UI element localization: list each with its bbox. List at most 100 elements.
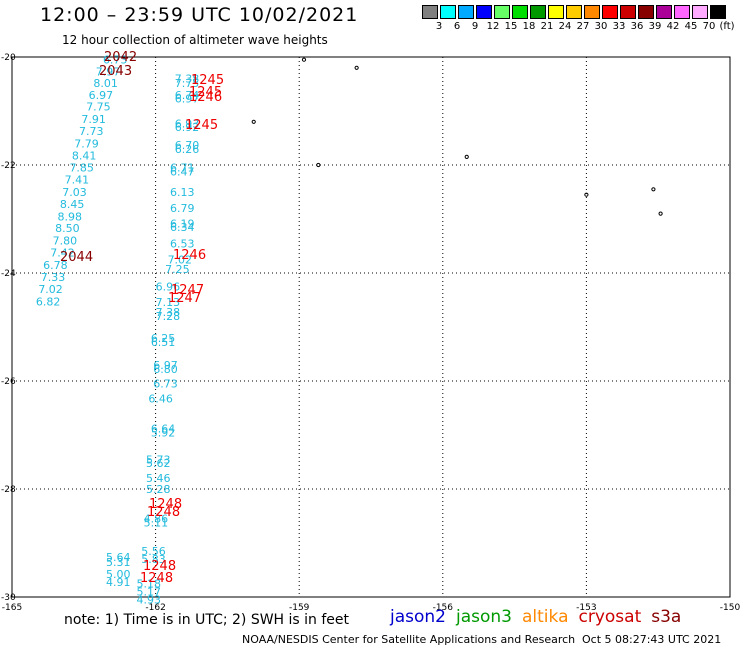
credit-line: NOAA/NESDIS Center for Satellite Applica… <box>242 633 576 646</box>
legend-swatch <box>548 5 564 19</box>
wave-height-label: 7.28 <box>156 310 181 323</box>
latitude-tick-label: -28 <box>1 485 16 495</box>
wave-height-label: 7.73 <box>79 125 104 138</box>
wave-height-label: 4.91 <box>106 576 131 589</box>
wave-height-label: 7.38 <box>175 73 200 86</box>
pass-time-label: 1245 <box>185 118 218 133</box>
pass-time-label: 1246 <box>173 248 206 263</box>
legend-swatch <box>422 5 438 19</box>
wave-height-label: 7.42 <box>50 246 75 259</box>
longitude-tick-label: -159 <box>289 603 310 613</box>
wave-height-label: 5.83 <box>141 553 166 566</box>
wave-height-label: 5.46 <box>146 472 171 485</box>
pass-time-label: 1248 <box>147 505 180 520</box>
legend-swatch <box>656 5 672 19</box>
wave-height-label: 6.74 <box>175 89 200 102</box>
wave-height-label: 7.91 <box>81 113 106 126</box>
wave-height-label: 7.25 <box>165 263 190 276</box>
wave-height-label: 5.31 <box>106 556 131 569</box>
legend-label: 30 <box>594 21 608 32</box>
wave-height-label: 6.25 <box>151 332 176 345</box>
wave-height-label: 6.64 <box>151 423 176 436</box>
legend-label: 15 <box>504 21 518 32</box>
legend-swatch <box>638 5 654 19</box>
wave-height-label: 8.50 <box>55 222 80 235</box>
island-marker <box>301 57 307 62</box>
wave-height-label: 8.01 <box>93 77 118 90</box>
satellite-jason2: jason2 <box>390 607 446 627</box>
legend-label: 36 <box>630 21 644 32</box>
wave-height-label: 6.51 <box>151 336 176 349</box>
legend-label: 45 <box>684 21 698 32</box>
island-marker <box>464 154 469 159</box>
legend-swatch <box>440 5 456 19</box>
wave-height-label: 6.96 <box>156 281 181 294</box>
pass-time-label: 1245 <box>189 85 222 100</box>
wave-height-label: 5.00 <box>106 568 131 581</box>
longitude-tick-label: -150 <box>720 603 740 613</box>
wave-height-label: 7.38 <box>156 306 181 319</box>
wave-height-label: 6.47 <box>170 165 195 178</box>
wave-height-label: 6.53 <box>170 237 195 250</box>
wave-height-label: 6.79 <box>170 202 195 215</box>
map-subtitle: 12 hour collection of altimeter wave hei… <box>62 33 328 47</box>
longitude-tick-label: -153 <box>576 603 596 613</box>
island-marker <box>354 65 359 70</box>
legend-swatch <box>710 5 726 19</box>
wave-height-label: 5.73 <box>146 453 171 466</box>
wave-height-label: 7.75 <box>86 101 111 114</box>
wave-height-label: 6.13 <box>170 186 195 199</box>
wave-height-label: 6.26 <box>175 143 200 156</box>
longitude-tick-label: -165 <box>2 603 22 613</box>
legend-label: 27 <box>576 21 590 32</box>
wave-height-label: 6.19 <box>170 217 195 230</box>
wave-height-label: 7.79 <box>74 137 99 150</box>
legend-swatch <box>692 5 708 19</box>
legend-label: 24 <box>558 21 572 32</box>
legend-label: 70 <box>702 21 716 32</box>
wave-height-label: 5.56 <box>141 545 166 558</box>
wave-height-label: 6.73 <box>103 54 128 67</box>
legend-label: 9 <box>471 21 479 32</box>
legend-unit: (ft) <box>719 21 735 32</box>
wave-height-label: 5.11 <box>144 516 169 529</box>
wave-height-label: 7.33 <box>41 271 66 284</box>
legend-label: 39 <box>648 21 662 32</box>
latitude-tick-label: -30 <box>1 593 16 603</box>
wave-height-label: 8.41 <box>72 149 97 162</box>
map-title: 12:00 – 23:59 UTC 10/02/2021 <box>40 4 359 26</box>
wave-height-label: 4.86 <box>144 513 169 526</box>
map-frame <box>11 56 731 598</box>
wave-height-label: 5.28 <box>146 483 171 496</box>
wave-height-label: 6.97 <box>175 93 200 106</box>
wave-height-label: 8.98 <box>57 210 81 223</box>
pass-time-label: 1248 <box>149 497 182 512</box>
wave-height-label: 8.45 <box>60 198 85 211</box>
satellite-jason3: jason3 <box>456 607 512 627</box>
wave-height-label: 6.80 <box>153 363 178 376</box>
legend-swatch <box>584 5 600 19</box>
legend-label: 12 <box>486 21 500 32</box>
latitude-tick-label: -26 <box>1 377 16 387</box>
island-marker <box>316 162 321 168</box>
island-marker <box>658 211 663 216</box>
generation-timestamp: Oct 5 08:27:43 UTC 2021 <box>582 633 722 646</box>
wave-height-label: 7.80 <box>53 235 78 248</box>
legend-swatch <box>476 5 492 19</box>
legend-label: 21 <box>540 21 554 32</box>
wave-height-label: 6.82 <box>36 296 61 309</box>
longitude-tick-label: -156 <box>433 603 454 613</box>
pass-time-label: 1247 <box>171 283 204 298</box>
longitude-tick-label: -162 <box>145 603 165 613</box>
legend-swatch <box>566 5 582 19</box>
legend-label: 18 <box>522 21 536 32</box>
wave-height-label: 5.62 <box>146 457 171 470</box>
pass-time-label: 1245 <box>191 73 224 88</box>
wave-height-label: 7.02 <box>38 283 63 296</box>
pass-time-label: 2042 <box>104 50 137 65</box>
satellite-cryosat: cryosat <box>578 607 642 627</box>
legend-swatch <box>602 5 618 19</box>
satellite-s3a: s3a <box>651 607 682 627</box>
legend-swatch <box>512 5 528 19</box>
